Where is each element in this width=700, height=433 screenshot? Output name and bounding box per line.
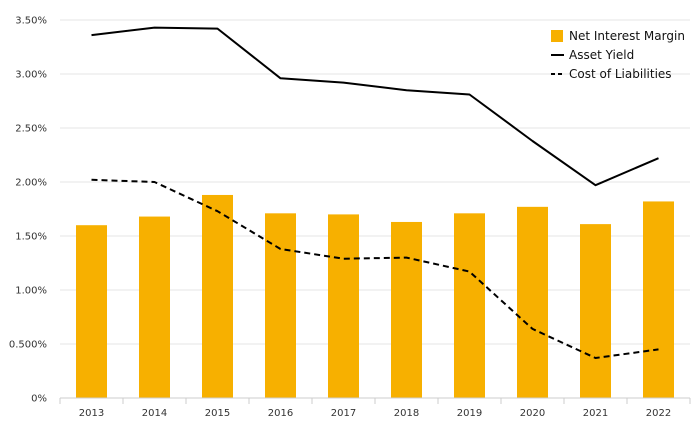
legend-label: Net Interest Margin bbox=[569, 29, 685, 43]
x-tick-label: 2022 bbox=[646, 408, 671, 419]
x-tick-label: 2020 bbox=[520, 408, 545, 419]
axes: 0% 0.500% 1.00% 1.50% 2.00% 2.50% 3.00% 3.50% 20… bbox=[9, 16, 691, 419]
x-tick-label: 2013 bbox=[79, 408, 104, 419]
y-tick-label: 1.00% bbox=[15, 286, 47, 297]
bar-net-interest-margin bbox=[643, 201, 674, 398]
x-tick-label: 2018 bbox=[394, 408, 419, 419]
bar-net-interest-margin bbox=[328, 214, 359, 398]
x-tick-label: 2014 bbox=[142, 408, 167, 419]
x-tick-label: 2021 bbox=[583, 408, 608, 419]
legend-swatch bbox=[551, 30, 563, 42]
bar-net-interest-margin bbox=[139, 216, 170, 398]
y-tick-label: 2.00% bbox=[15, 178, 47, 189]
line-asset-yield bbox=[91, 26, 659, 187]
bar-net-interest-margin bbox=[202, 194, 233, 398]
bar-net-interest-margin bbox=[580, 224, 611, 398]
legend: Net Interest Margin Asset Yield Cost of Li… bbox=[551, 29, 685, 81]
bar-net-interest-margin bbox=[454, 213, 485, 398]
line-series bbox=[91, 26, 659, 359]
y-tick-label: 3.00% bbox=[15, 70, 47, 81]
y-tick-label: 2.50% bbox=[15, 124, 47, 135]
bar-net-interest-margin bbox=[76, 225, 107, 398]
x-tick-label: 2016 bbox=[268, 408, 293, 419]
legend-label: Cost of Liabilities bbox=[569, 67, 672, 81]
bar-net-interest-margin bbox=[391, 221, 422, 398]
bar-net-interest-margin bbox=[265, 213, 296, 398]
bar-series bbox=[76, 194, 674, 398]
y-tick-label: 0% bbox=[31, 394, 47, 405]
x-tick-label: 2017 bbox=[331, 408, 356, 419]
bar-net-interest-margin bbox=[517, 206, 548, 398]
x-tick-label: 2019 bbox=[457, 408, 482, 419]
x-tick-label: 2015 bbox=[205, 408, 230, 419]
line-cost-of-liabilities bbox=[91, 178, 659, 359]
y-tick-label: 0.500% bbox=[9, 340, 47, 351]
legend-label: Asset Yield bbox=[569, 48, 634, 62]
y-tick-label: 3.50% bbox=[15, 16, 47, 27]
y-tick-label: 1.50% bbox=[15, 232, 47, 243]
